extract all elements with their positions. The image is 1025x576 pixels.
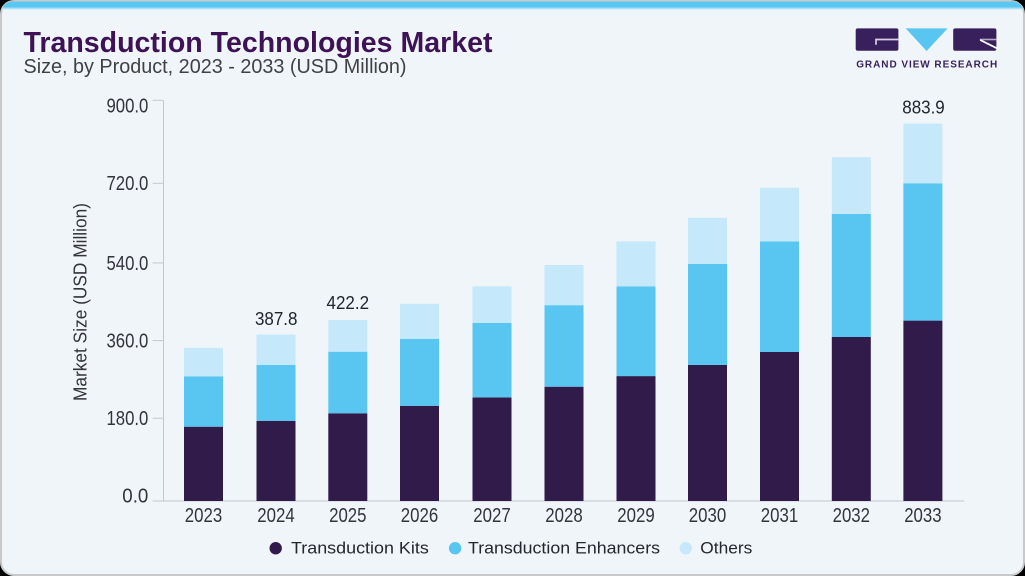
svg-text:2024: 2024: [257, 505, 294, 527]
svg-text:2023: 2023: [185, 505, 222, 527]
svg-text:2031: 2031: [761, 505, 798, 527]
svg-text:GRAND VIEW RESEARCH: GRAND VIEW RESEARCH: [856, 60, 997, 71]
svg-text:Market Size (USD Million): Market Size (USD Million): [71, 203, 91, 401]
svg-text:180.0: 180.0: [107, 408, 149, 430]
svg-text:2030: 2030: [689, 505, 726, 527]
svg-text:883.9: 883.9: [902, 98, 945, 118]
svg-text:Transduction Technologies Mark: Transduction Technologies Market: [24, 27, 494, 59]
svg-text:360.0: 360.0: [107, 331, 149, 353]
svg-text:2026: 2026: [401, 505, 438, 527]
svg-text:Others: Others: [700, 539, 752, 558]
svg-text:2032: 2032: [833, 505, 870, 527]
svg-text:720.0: 720.0: [107, 173, 149, 195]
svg-text:Transduction Enhancers: Transduction Enhancers: [468, 539, 660, 558]
svg-text:540.0: 540.0: [107, 253, 149, 275]
svg-text:0.0: 0.0: [122, 485, 148, 507]
svg-text:387.8: 387.8: [255, 309, 298, 329]
svg-text:2025: 2025: [329, 505, 366, 527]
svg-text:2028: 2028: [545, 505, 582, 527]
svg-text:900.0: 900.0: [107, 96, 149, 118]
svg-text:Size, by Product, 2023 - 2033: Size, by Product, 2023 - 2033 (USD Milli…: [24, 56, 407, 78]
svg-text:422.2: 422.2: [327, 293, 370, 313]
svg-text:Transduction Kits: Transduction Kits: [291, 539, 429, 558]
svg-text:2029: 2029: [617, 505, 654, 527]
svg-text:2033: 2033: [904, 505, 941, 527]
svg-text:2027: 2027: [473, 505, 510, 527]
